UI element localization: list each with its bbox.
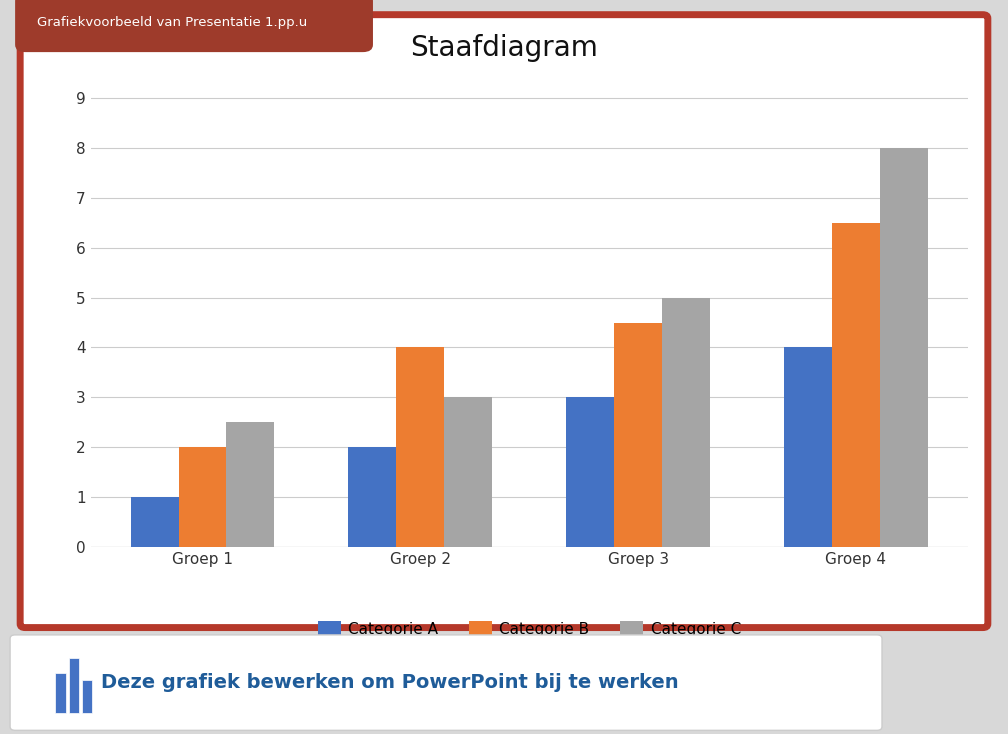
Text: Grafiekvoorbeeld van Presentatie 1.pp.u: Grafiekvoorbeeld van Presentatie 1.pp.u (37, 16, 307, 29)
Bar (396, 347, 445, 547)
Legend: Categorie A, Categorie B, Categorie C: Categorie A, Categorie B, Categorie C (311, 615, 747, 643)
Bar (131, 497, 178, 547)
Bar (832, 223, 880, 547)
Bar (784, 347, 832, 547)
Text: Deze grafiek bewerken om PowerPoint bij te werken: Deze grafiek bewerken om PowerPoint bij … (101, 673, 678, 692)
Bar (614, 322, 662, 547)
Bar (880, 148, 927, 547)
Bar (178, 447, 227, 547)
Bar (566, 397, 614, 547)
Bar (662, 298, 710, 547)
Bar (349, 447, 396, 547)
Bar (227, 422, 274, 547)
Text: Staafdiagram: Staafdiagram (410, 34, 598, 62)
Bar (445, 397, 492, 547)
